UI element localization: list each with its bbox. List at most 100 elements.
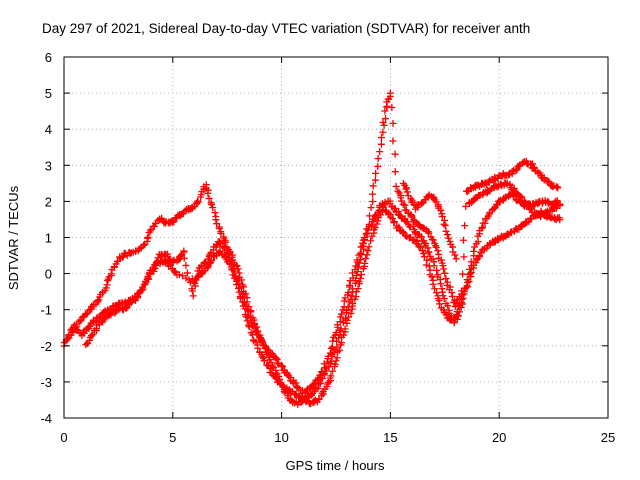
data-point [228,265,236,273]
data-point [382,115,390,123]
data-point [355,278,363,286]
data-point [374,162,382,170]
data-point [351,266,359,274]
data-point [363,251,371,259]
data-point [369,197,377,205]
data-point [331,360,339,368]
data-point [460,253,468,261]
data-point [388,104,396,112]
data-point [215,225,223,233]
data-point [332,328,340,336]
data-point [438,288,446,296]
x-axis-label: GPS time / hours [286,458,385,473]
data-point [286,373,294,381]
data-point [442,227,450,235]
data-point [459,236,467,244]
data-point [425,229,433,237]
data-point [340,331,348,339]
data-point [329,343,337,351]
data-point [183,269,191,277]
data-point [185,276,193,284]
data-point [389,119,397,127]
data-point [229,271,237,279]
data-point [138,285,146,293]
data-point [364,247,372,255]
data-point [354,285,362,293]
data-point [339,306,347,314]
y-axis-label: SDTVAR / TECUs [6,185,21,290]
data-point [386,89,394,97]
data-point [462,202,470,210]
data-point [403,188,411,196]
y-tick-label: 0 [45,267,52,282]
y-tick-label: -1 [40,303,52,318]
data-point [484,178,492,186]
data-point [443,231,451,239]
data-point [517,192,525,200]
grid-lines [64,57,608,418]
data-point [433,289,441,297]
data-point [87,331,95,339]
data-point [457,296,465,304]
data-point [205,194,213,202]
data-point [134,292,142,300]
y-tick-label: -2 [40,339,52,354]
data-point [194,198,202,206]
data-point [439,262,447,270]
data-point [452,311,460,319]
data-point [78,313,86,321]
data-point [77,317,85,325]
data-point [180,254,188,262]
data-point [466,265,474,273]
data-point [180,247,188,255]
data-point [258,338,266,346]
data-point [459,270,467,278]
data-point [472,256,480,264]
data-point [425,262,433,270]
data-point [470,247,478,255]
data-point [407,195,415,203]
y-tick-label: 1 [45,231,52,246]
data-point [232,281,240,289]
data-point [440,265,448,273]
data-point [236,294,244,302]
data-point [419,250,427,258]
data-point [89,330,97,338]
data-point [429,280,437,288]
data-point [208,257,216,265]
data-point [440,220,448,228]
data-point [465,277,473,285]
data-point [235,288,243,296]
data-point [412,236,420,244]
data-point [83,309,91,317]
data-point [224,249,232,257]
data-point [434,247,442,255]
data-point [352,262,360,270]
data-point [332,357,340,365]
data-point [438,213,446,221]
data-point [432,243,440,251]
data-point [441,269,449,277]
data-point [444,302,452,310]
data-point [371,176,379,184]
data-point [250,324,258,332]
data-point [150,267,158,275]
data-point [161,258,169,266]
data-point [234,276,242,284]
data-point [389,137,397,145]
data-point [374,155,382,163]
data-point [208,201,216,209]
data-point [399,200,407,208]
data-point [285,372,293,380]
data-point [356,274,364,282]
data-point [79,329,87,337]
data-point [357,271,365,279]
data-point [111,306,119,314]
y-tick-label: 6 [45,50,52,65]
data-point [95,296,103,304]
data-point [391,168,399,176]
data-point [448,292,456,300]
data-point [243,317,251,325]
data-point [329,337,337,345]
